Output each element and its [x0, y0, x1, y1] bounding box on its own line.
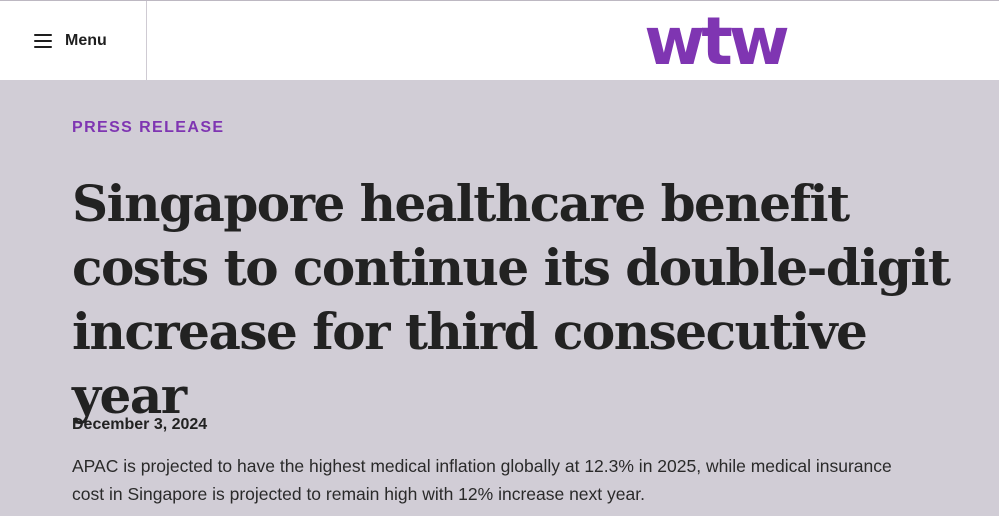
page-title: Singapore healthcare benefit costs to co… [72, 174, 951, 425]
site-header: Menu wtw [0, 0, 999, 80]
menu-label: Menu [65, 31, 107, 49]
article-category: PRESS RELEASE [72, 119, 225, 136]
menu-button[interactable]: Menu [0, 1, 147, 80]
publish-date: December 3, 2024 [72, 416, 208, 433]
logo-text: wtw [644, 14, 788, 70]
article-summary: APAC is projected to have the highest me… [72, 456, 892, 504]
wtw-logo[interactable]: wtw [636, 14, 794, 70]
hamburger-icon [34, 33, 52, 48]
